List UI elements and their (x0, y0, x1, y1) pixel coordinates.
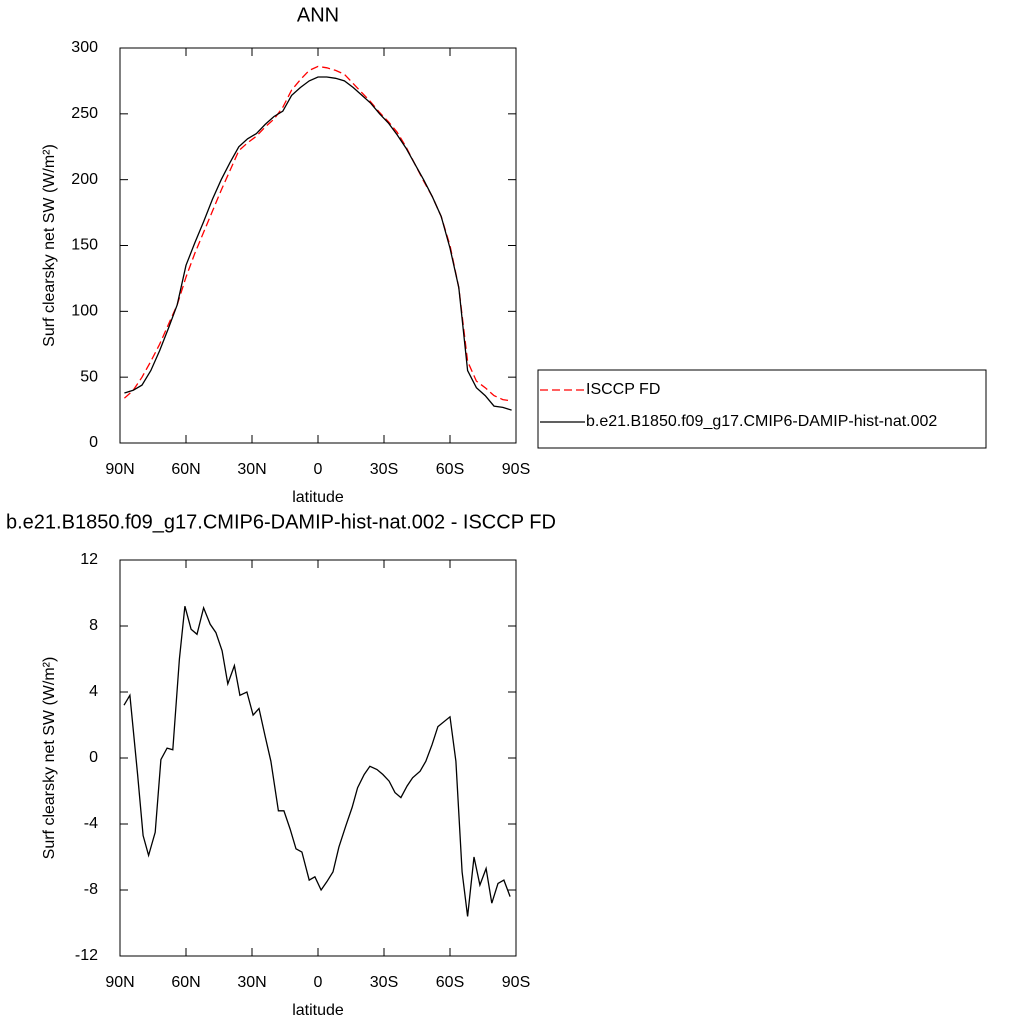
x-tick-label: 90S (502, 461, 530, 478)
y-tick-label: 150 (71, 237, 98, 254)
x-tick-label: 60N (171, 974, 200, 991)
y-tick-label: 250 (71, 105, 98, 122)
x-tick-label: 30S (370, 461, 398, 478)
y-axis-label: Surf clearsky net SW (W/m²) (41, 144, 58, 347)
y-tick-label: -4 (84, 815, 98, 832)
x-tick-label: 60N (171, 461, 200, 478)
data-line (123, 605, 511, 917)
legend-box (537, 369, 987, 449)
y-tick-label: -12 (75, 947, 98, 964)
chart-title: b.e21.B1850.f09_g17.CMIP6-DAMIP-hist-nat… (6, 511, 556, 533)
plot-frame (119, 47, 517, 444)
y-tick-label: 50 (80, 368, 98, 385)
legend-label: ISCCP FD (586, 381, 660, 398)
x-tick-label: 30S (370, 974, 398, 991)
data-line (123, 65, 512, 402)
x-tick-label: 90N (105, 974, 134, 991)
y-tick-label: 200 (71, 171, 98, 188)
x-tick-label: 0 (314, 974, 323, 991)
y-tick-label: 300 (71, 39, 98, 56)
x-axis-label: latitude (292, 489, 344, 506)
x-tick-label: 30N (237, 461, 266, 478)
x-tick-label: 60S (436, 974, 464, 991)
y-tick-label: 100 (71, 303, 98, 320)
x-tick-label: 60S (436, 461, 464, 478)
y-tick-label: 0 (89, 434, 98, 451)
y-tick-label: 8 (89, 617, 98, 634)
x-tick-label: 90S (502, 974, 530, 991)
y-tick-label: 12 (80, 551, 98, 568)
x-tick-label: 90N (105, 461, 134, 478)
x-tick-label: 30N (237, 974, 266, 991)
plot-frame (119, 559, 517, 957)
y-tick-label: -8 (84, 881, 98, 898)
x-axis-label: latitude (292, 1002, 344, 1019)
chart-title: ANN (297, 4, 339, 26)
data-line (124, 76, 512, 411)
y-tick-label: 4 (89, 683, 98, 700)
y-axis-label: Surf clearsky net SW (W/m²) (41, 657, 58, 860)
legend-label: b.e21.B1850.f09_g17.CMIP6-DAMIP-hist-nat… (586, 413, 937, 430)
x-tick-label: 0 (314, 461, 323, 478)
y-tick-label: 0 (89, 749, 98, 766)
